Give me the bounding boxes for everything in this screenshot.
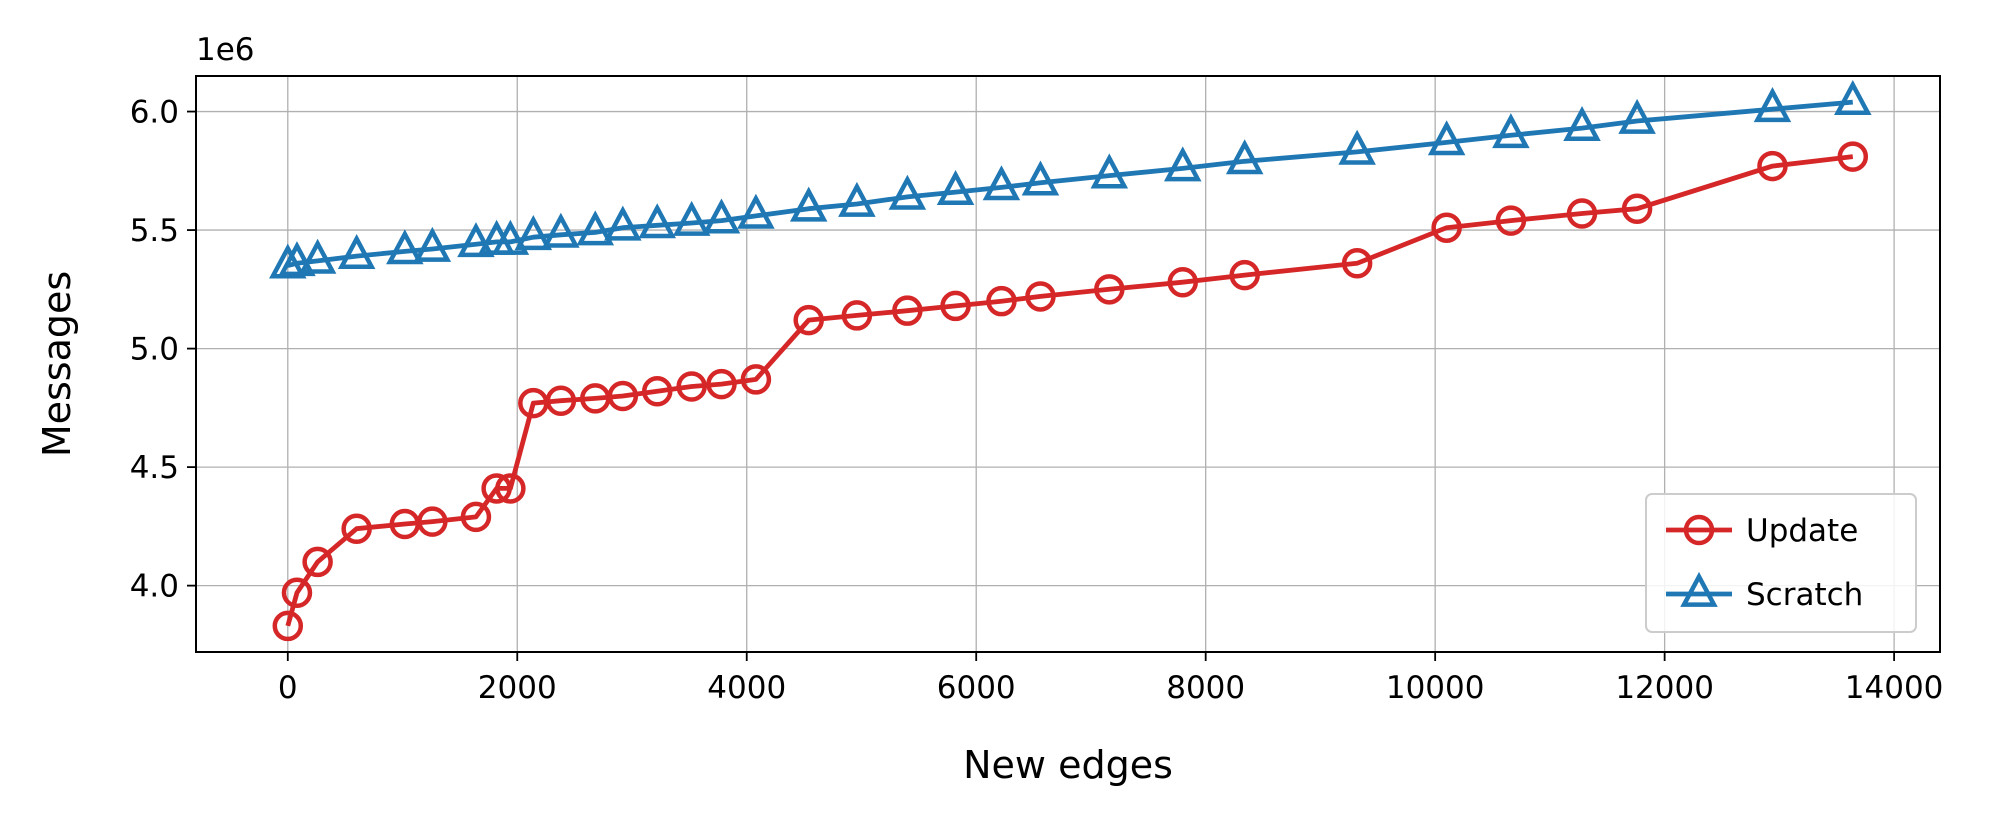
data-point-scratch: [638, 203, 677, 239]
data-point-scratch: [269, 243, 307, 279]
data-point-update: [481, 473, 512, 504]
data-point-update: [676, 371, 707, 402]
data-point-update: [793, 304, 824, 336]
data-point-scratch: [1618, 98, 1656, 134]
data-point-update: [1431, 212, 1462, 243]
data-point-update: [1757, 150, 1788, 182]
grid-lines: [196, 76, 1940, 652]
x-tick-label: 4000: [707, 670, 786, 706]
data-point-scratch: [672, 200, 711, 236]
data-point-scratch: [604, 205, 642, 241]
y-tick-label: 5.5: [130, 213, 179, 249]
x-tick-label: 12000: [1615, 670, 1714, 706]
data-point-scratch: [542, 212, 580, 248]
data-point-update: [460, 501, 492, 533]
data-point-update: [1094, 274, 1125, 305]
data-point-update: [341, 513, 372, 544]
y-tick-label: 4.0: [130, 569, 179, 605]
x-tick-label: 0: [278, 670, 298, 706]
data-point-scratch: [1163, 146, 1202, 182]
series-layer: [269, 79, 1872, 642]
data-point-update: [986, 285, 1017, 317]
series-line-scratch: [287, 99, 1854, 268]
data-point-scratch: [491, 219, 530, 255]
data-point-update: [706, 368, 737, 400]
data-point-scratch: [337, 234, 376, 270]
data-point-scratch: [1090, 153, 1129, 189]
data-point-update: [1167, 266, 1198, 298]
data-point-scratch: [888, 174, 927, 210]
x-tick-label: 10000: [1386, 670, 1485, 706]
legend-marker-update: [1683, 514, 1715, 546]
data-point-update: [417, 506, 448, 537]
data-point-scratch: [789, 186, 828, 222]
data-point-scratch: [576, 210, 615, 246]
y-axis-label: Messages: [35, 271, 79, 457]
data-point-update: [940, 290, 971, 322]
data-point-update: [302, 546, 333, 578]
data-point-scratch: [413, 226, 452, 262]
data-point-scratch: [1834, 79, 1872, 115]
x-tick-label: 14000: [1845, 670, 1944, 706]
plot-frame: [195, 75, 1941, 653]
data-point-scratch: [298, 238, 337, 274]
data-point-update: [495, 473, 526, 504]
data-point-scratch: [1427, 120, 1466, 156]
data-point-scratch: [1021, 160, 1060, 196]
data-point-scratch: [1225, 139, 1264, 175]
data-point-scratch: [278, 241, 316, 277]
y-tick-label: 6.0: [130, 95, 179, 131]
data-point-scratch: [702, 198, 741, 234]
data-point-update: [1495, 205, 1527, 236]
legend-marker-scratch: [1680, 571, 1718, 607]
data-point-update: [1341, 248, 1373, 279]
y-tick-label: 5.0: [130, 332, 179, 368]
x-axis-label: New edges: [963, 743, 1173, 787]
legend: Update Scratch: [1645, 493, 1917, 633]
data-point-scratch: [514, 215, 553, 251]
data-point-update: [1566, 198, 1598, 229]
data-point-scratch: [1563, 106, 1601, 142]
legend-label-scratch: Scratch: [1746, 577, 1863, 613]
data-point-update: [641, 376, 673, 407]
y-axis-offset-label: 1e6: [196, 32, 255, 68]
data-point-update: [281, 577, 313, 608]
series-update: [272, 141, 1869, 642]
data-point-scratch: [1492, 113, 1530, 149]
x-tick-label: 8000: [1166, 670, 1245, 706]
legend-label-update: Update: [1746, 513, 1858, 549]
x-tick-label: 6000: [937, 670, 1016, 706]
y-tick-label: 4.5: [130, 450, 179, 486]
series-scratch: [269, 79, 1872, 279]
data-point-update: [272, 610, 304, 642]
data-point-update: [740, 364, 772, 395]
data-point-update: [545, 385, 577, 416]
series-line-update: [285, 154, 1854, 627]
data-point-update: [1837, 141, 1869, 172]
data-point-scratch: [838, 181, 876, 217]
data-point-update: [1229, 259, 1260, 291]
data-point-scratch: [982, 165, 1021, 201]
data-point-scratch: [1753, 87, 1792, 123]
data-point-update: [1621, 193, 1653, 224]
data-point-scratch: [386, 229, 424, 265]
axis-ticks: 0 2000 4000 6000 8000 10000 12000 14000 4.0 4.5 5.…: [130, 95, 1944, 706]
data-point-update: [841, 300, 873, 331]
data-point-scratch: [936, 170, 975, 206]
data-point-update: [607, 380, 639, 412]
x-tick-label: 2000: [478, 670, 557, 706]
data-point-update: [892, 295, 923, 326]
data-point-update: [1025, 281, 1056, 312]
data-point-scratch: [1338, 129, 1376, 165]
data-point-scratch: [457, 222, 495, 258]
data-point-scratch: [737, 193, 775, 229]
